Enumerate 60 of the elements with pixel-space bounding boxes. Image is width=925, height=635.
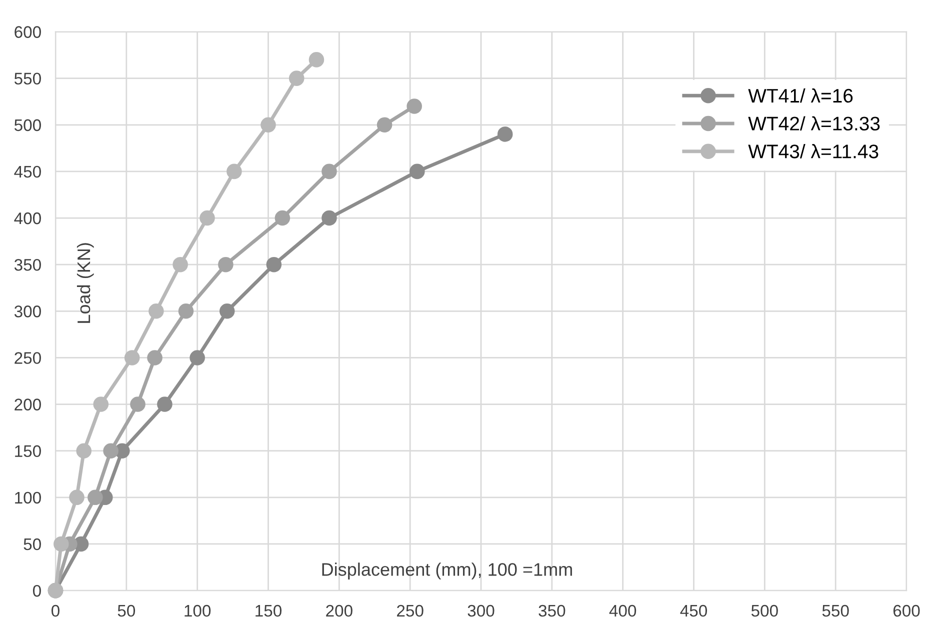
legend-label: WT43/ λ=11.43 (748, 144, 878, 158)
point (376, 117, 392, 133)
legend-label: WT41/ λ=16 (748, 88, 853, 103)
x-tick-label: 300 (468, 604, 494, 617)
point (322, 210, 337, 226)
y-tick-label: 350 (14, 258, 41, 271)
y-tick-label: 100 (15, 492, 41, 504)
y-tick-label: 0 (32, 584, 41, 597)
y-axis-title: Load (KN) (76, 243, 94, 323)
point (124, 350, 140, 366)
y-tick-label: 200 (14, 398, 41, 410)
x-tick-label: 250 (397, 604, 424, 617)
x-tick-label: 100 (184, 604, 211, 617)
y-tick-label: 250 (14, 352, 41, 364)
y-tick-label: 400 (14, 212, 41, 224)
x-tick-label: 200 (326, 604, 352, 617)
point (322, 164, 337, 180)
point (288, 70, 304, 86)
x-tick-label: 150 (256, 604, 282, 617)
y-tick-label: 550 (14, 72, 41, 85)
point (88, 490, 103, 506)
point (410, 164, 425, 180)
point (219, 304, 235, 319)
x-tick-label: 50 (118, 604, 136, 617)
y-tick-label: 600 (14, 26, 41, 38)
y-tick-label: 500 (14, 119, 41, 132)
point (190, 350, 205, 366)
x-tick-label: 500 (751, 604, 778, 617)
point (308, 52, 324, 68)
point (497, 126, 513, 142)
point (226, 164, 242, 180)
point (274, 210, 290, 226)
point (178, 304, 194, 319)
point (103, 443, 118, 458)
x-tick-label: 450 (680, 604, 708, 617)
legend-label: WT42/ λ=13.33 (748, 116, 880, 130)
point (147, 350, 162, 366)
x-tick-label: 550 (822, 604, 849, 617)
x-tick-label: 0 (52, 604, 60, 617)
point (93, 396, 109, 412)
point (54, 536, 69, 552)
point (69, 490, 84, 506)
point (266, 256, 282, 272)
point (406, 98, 422, 114)
x-axis-title: Displacement (mm), 100 =1mm (322, 562, 572, 580)
point (148, 304, 164, 319)
y-tick-label: 150 (15, 445, 41, 458)
x-tick-label: 400 (609, 604, 636, 617)
point (157, 396, 172, 412)
point (200, 210, 215, 226)
point (260, 117, 276, 133)
x-tick-label: 600 (893, 604, 920, 617)
point (218, 256, 234, 272)
point (76, 443, 92, 458)
point (172, 256, 188, 272)
x-tick-label: 350 (538, 604, 566, 617)
y-tick-label: 300 (14, 306, 41, 318)
y-tick-label: 50 (24, 538, 41, 550)
point (130, 396, 146, 412)
y-tick-label: 450 (14, 166, 41, 178)
